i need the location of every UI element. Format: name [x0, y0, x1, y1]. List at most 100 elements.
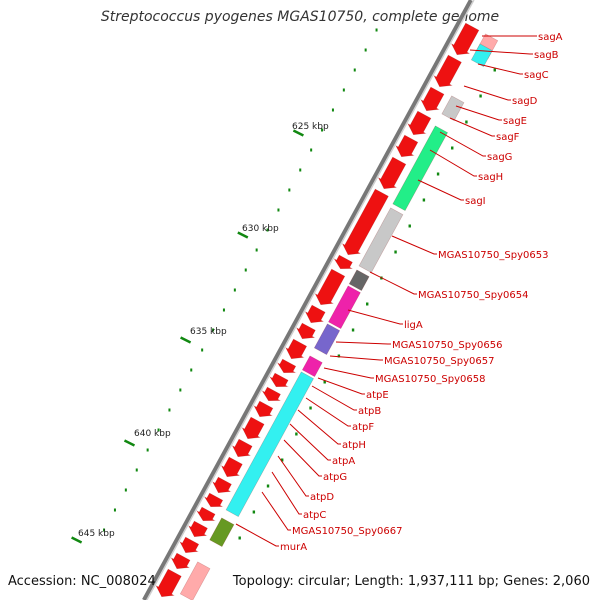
inner-tick-mark	[337, 354, 341, 358]
forward-cds	[377, 156, 407, 190]
forward-cds	[170, 552, 191, 570]
leader-line	[283, 439, 322, 477]
gene-block	[313, 323, 341, 355]
gene-block	[225, 371, 314, 517]
tick-mark	[222, 308, 225, 312]
gene-block	[441, 95, 465, 121]
gene-label: atpD	[310, 492, 334, 503]
forward-cds	[285, 338, 308, 360]
gene-label: sagD	[512, 96, 538, 107]
major-tick	[71, 536, 83, 544]
tick-mark	[353, 68, 356, 72]
gene-label: MGAS10750_Spy0667	[292, 526, 402, 537]
gene-block	[328, 285, 361, 329]
forward-cds	[241, 416, 265, 440]
inner-tick-mark	[351, 328, 355, 332]
gene-label: MGAS10750_Spy0653	[438, 250, 548, 261]
leader-line	[235, 523, 279, 547]
genome-backbone	[142, 0, 473, 600]
major-tick	[123, 439, 136, 447]
gene-label: MGAS10750_Spy0658	[375, 374, 485, 385]
forward-cds	[179, 536, 200, 554]
inner-tick-mark	[295, 432, 298, 436]
tick-mark	[331, 108, 334, 112]
leader-line	[277, 455, 309, 497]
gene-label: murA	[280, 542, 307, 553]
leader-line	[463, 85, 511, 101]
tick-mark	[364, 48, 367, 52]
leader-line	[329, 355, 383, 361]
gene-block	[209, 517, 235, 547]
gene-label: MGAS10750_Spy0656	[392, 340, 502, 351]
gene-label: sagB	[534, 50, 559, 61]
tick-mark	[179, 388, 182, 392]
leader-line	[455, 105, 502, 121]
gene-label: sagE	[503, 116, 527, 127]
leader-line	[261, 491, 291, 531]
gene-label: sagG	[487, 152, 512, 163]
tick-mark	[266, 228, 269, 232]
inner-tick-mark	[309, 406, 312, 410]
gene-block	[301, 355, 323, 377]
leader-line	[449, 117, 495, 137]
forward-cds	[395, 134, 419, 158]
tick-mark	[103, 528, 106, 532]
gene-label: atpB	[358, 406, 381, 417]
leader-line	[271, 471, 302, 515]
gene-block	[392, 125, 449, 211]
scale-label: 630 kbp	[242, 224, 279, 234]
gene-label: ligA	[404, 320, 423, 331]
tick-mark	[157, 428, 160, 432]
gene-label: sagH	[478, 172, 503, 183]
gene-label: sagA	[538, 32, 563, 43]
inner-tick-mark	[266, 484, 270, 488]
accession-label: Accession: NC_008024	[8, 574, 156, 589]
major-tick	[180, 336, 192, 344]
inner-tick-mark	[493, 68, 496, 72]
forward-cds	[304, 304, 326, 324]
tick-mark	[288, 188, 291, 192]
leader-line	[305, 397, 351, 427]
inner-tick-mark	[281, 458, 284, 462]
forward-cds	[220, 456, 243, 478]
leader-line	[439, 131, 486, 157]
leader-line	[391, 235, 437, 255]
forward-cds	[407, 110, 432, 136]
inner-tick-mark	[422, 198, 426, 202]
forward-cds	[276, 358, 297, 374]
gene-label: sagI	[465, 196, 486, 207]
inner-tick-mark	[479, 94, 482, 98]
major-tick	[292, 129, 304, 137]
scale-label: 625 kbp	[292, 122, 329, 132]
inner-tick-mark	[323, 380, 326, 384]
genome-backbone-shadow	[146, 0, 475, 600]
tick-mark	[375, 28, 378, 32]
gene-block	[348, 269, 370, 291]
inner-tick-mark	[252, 510, 256, 514]
tick-mark	[342, 88, 345, 92]
tick-mark	[201, 348, 204, 352]
gene-block	[179, 561, 211, 600]
gene-label: sagC	[524, 70, 549, 81]
forward-cds	[203, 492, 224, 508]
page-title: Streptococcus pyogenes MGAS10750, comple…	[100, 9, 500, 25]
forward-cds	[295, 322, 316, 340]
tick-mark	[299, 168, 302, 172]
tick-mark	[233, 288, 236, 292]
inner-tick-mark	[465, 120, 468, 124]
forward-cds	[314, 268, 346, 306]
forward-cds	[269, 372, 289, 388]
major-tick	[237, 231, 249, 239]
gene-label: atpF	[352, 422, 374, 433]
inner-tick-mark	[436, 172, 440, 176]
leader-line	[369, 271, 417, 295]
gene-label: atpC	[303, 510, 326, 521]
scale-label: 635 kbp	[190, 327, 227, 337]
inner-tick-mark	[366, 302, 369, 306]
forward-cds	[433, 54, 462, 88]
inner-tick-mark	[408, 224, 411, 228]
inner-tick-mark	[238, 536, 241, 540]
gene-label: atpE	[366, 390, 389, 401]
